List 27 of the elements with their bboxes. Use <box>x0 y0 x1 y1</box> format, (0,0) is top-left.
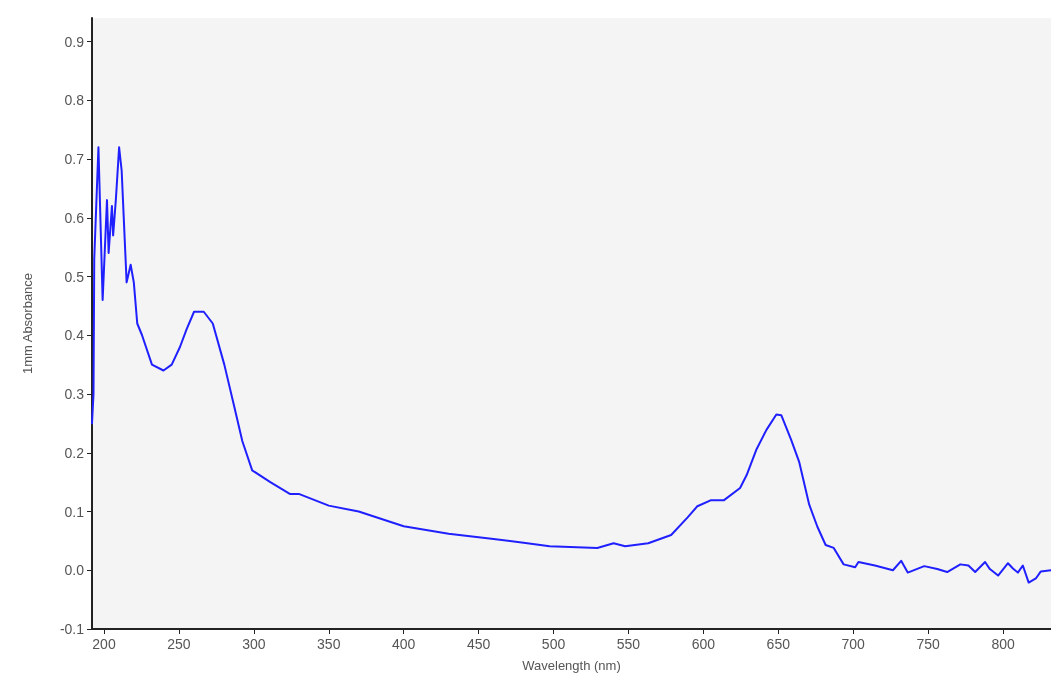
x-axis-title: Wavelength (nm) <box>522 658 621 673</box>
x-tick-label: 800 <box>991 636 1015 652</box>
y-tick-label: 0.3 <box>64 386 85 402</box>
x-tick-label: 700 <box>841 636 866 652</box>
line-series <box>91 146 1051 584</box>
y-tick-label: 0.2 <box>64 444 85 461</box>
y-tick-label: 0.7 <box>64 151 85 167</box>
x-tick-label: 550 <box>616 636 641 652</box>
y-tick-label: 0.5 <box>64 268 85 285</box>
y-tick-label: 0.1 <box>64 503 85 520</box>
x-tick-label: 350 <box>317 636 341 652</box>
y-tick-label: -0.1 <box>59 621 85 637</box>
x-tick-label: 200 <box>92 636 116 652</box>
x-tick-label: 500 <box>541 636 566 652</box>
y-tick-label: 0.8 <box>64 92 85 109</box>
x-tick-label: 650 <box>766 636 791 652</box>
y-axis-title: 1mm Absorbance <box>20 272 35 375</box>
y-tick-label: 0.6 <box>64 209 85 226</box>
x-tick-label: 600 <box>691 636 716 652</box>
x-tick-label: 300 <box>242 636 266 652</box>
x-tick-label: 750 <box>916 636 941 652</box>
y-tick-label: 0.0 <box>64 562 85 579</box>
x-tick-label: 450 <box>466 636 491 652</box>
y-tick-label: 0.4 <box>64 327 85 344</box>
x-tick-label: 250 <box>167 636 191 652</box>
y-tick-label: 0.9 <box>64 33 85 50</box>
x-tick-label: 400 <box>392 636 416 652</box>
